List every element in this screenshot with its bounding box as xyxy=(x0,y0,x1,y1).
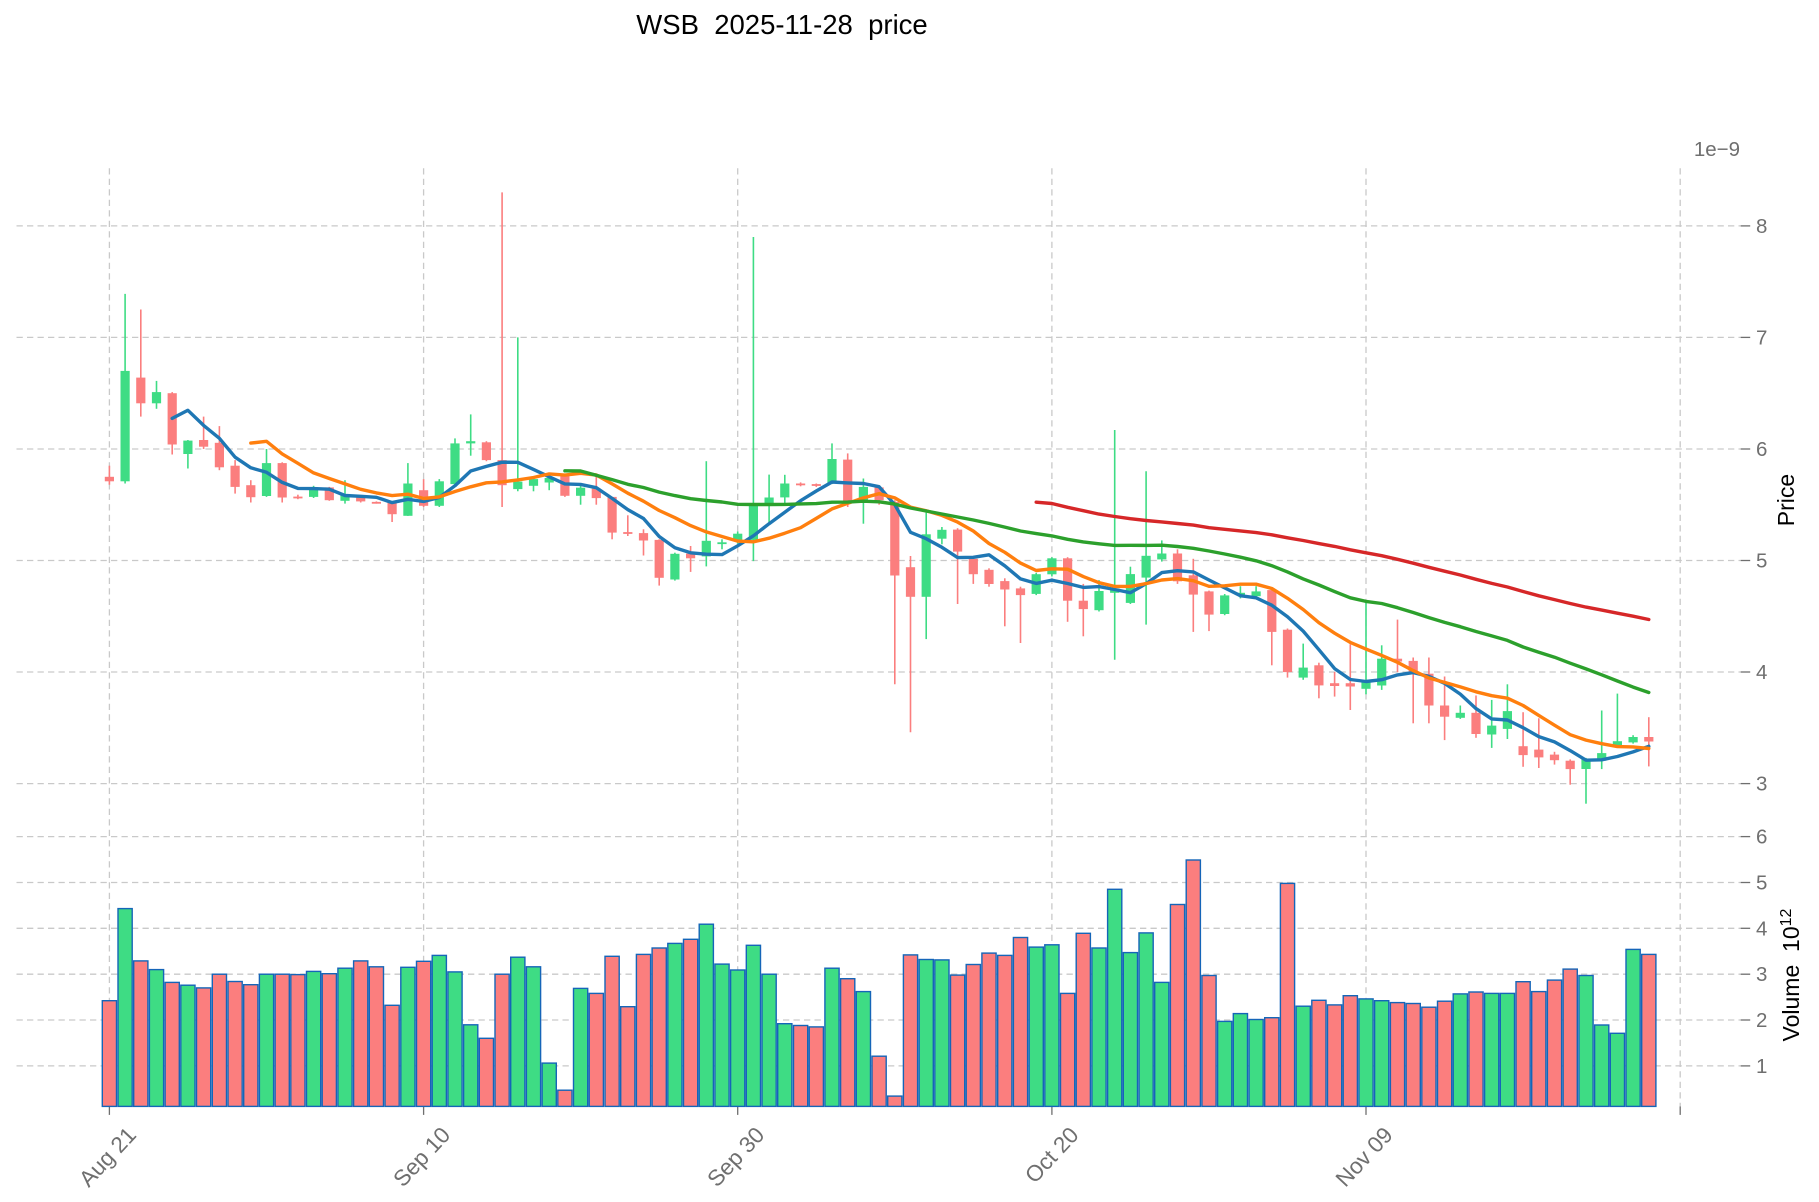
svg-text:3: 3 xyxy=(1756,773,1767,796)
svg-text:4: 4 xyxy=(1756,917,1767,940)
svg-text:5: 5 xyxy=(1756,550,1767,573)
svg-text:Price: Price xyxy=(1773,474,1799,526)
svg-text:3: 3 xyxy=(1756,963,1767,986)
svg-text:7: 7 xyxy=(1756,326,1767,349)
svg-text:WSB 2025-11-28 price: WSB 2025-11-28 price xyxy=(636,9,927,40)
svg-text:5: 5 xyxy=(1756,872,1767,895)
svg-text:2: 2 xyxy=(1756,1009,1767,1032)
svg-text:8: 8 xyxy=(1756,215,1767,238)
svg-text:1: 1 xyxy=(1756,1055,1767,1078)
svg-text:Volume 1012: Volume 1012 xyxy=(1778,908,1805,1041)
svg-text:4: 4 xyxy=(1756,661,1767,684)
svg-text:6: 6 xyxy=(1756,826,1767,849)
svg-text:6: 6 xyxy=(1756,438,1767,461)
svg-text:1e−9: 1e−9 xyxy=(1694,138,1740,161)
